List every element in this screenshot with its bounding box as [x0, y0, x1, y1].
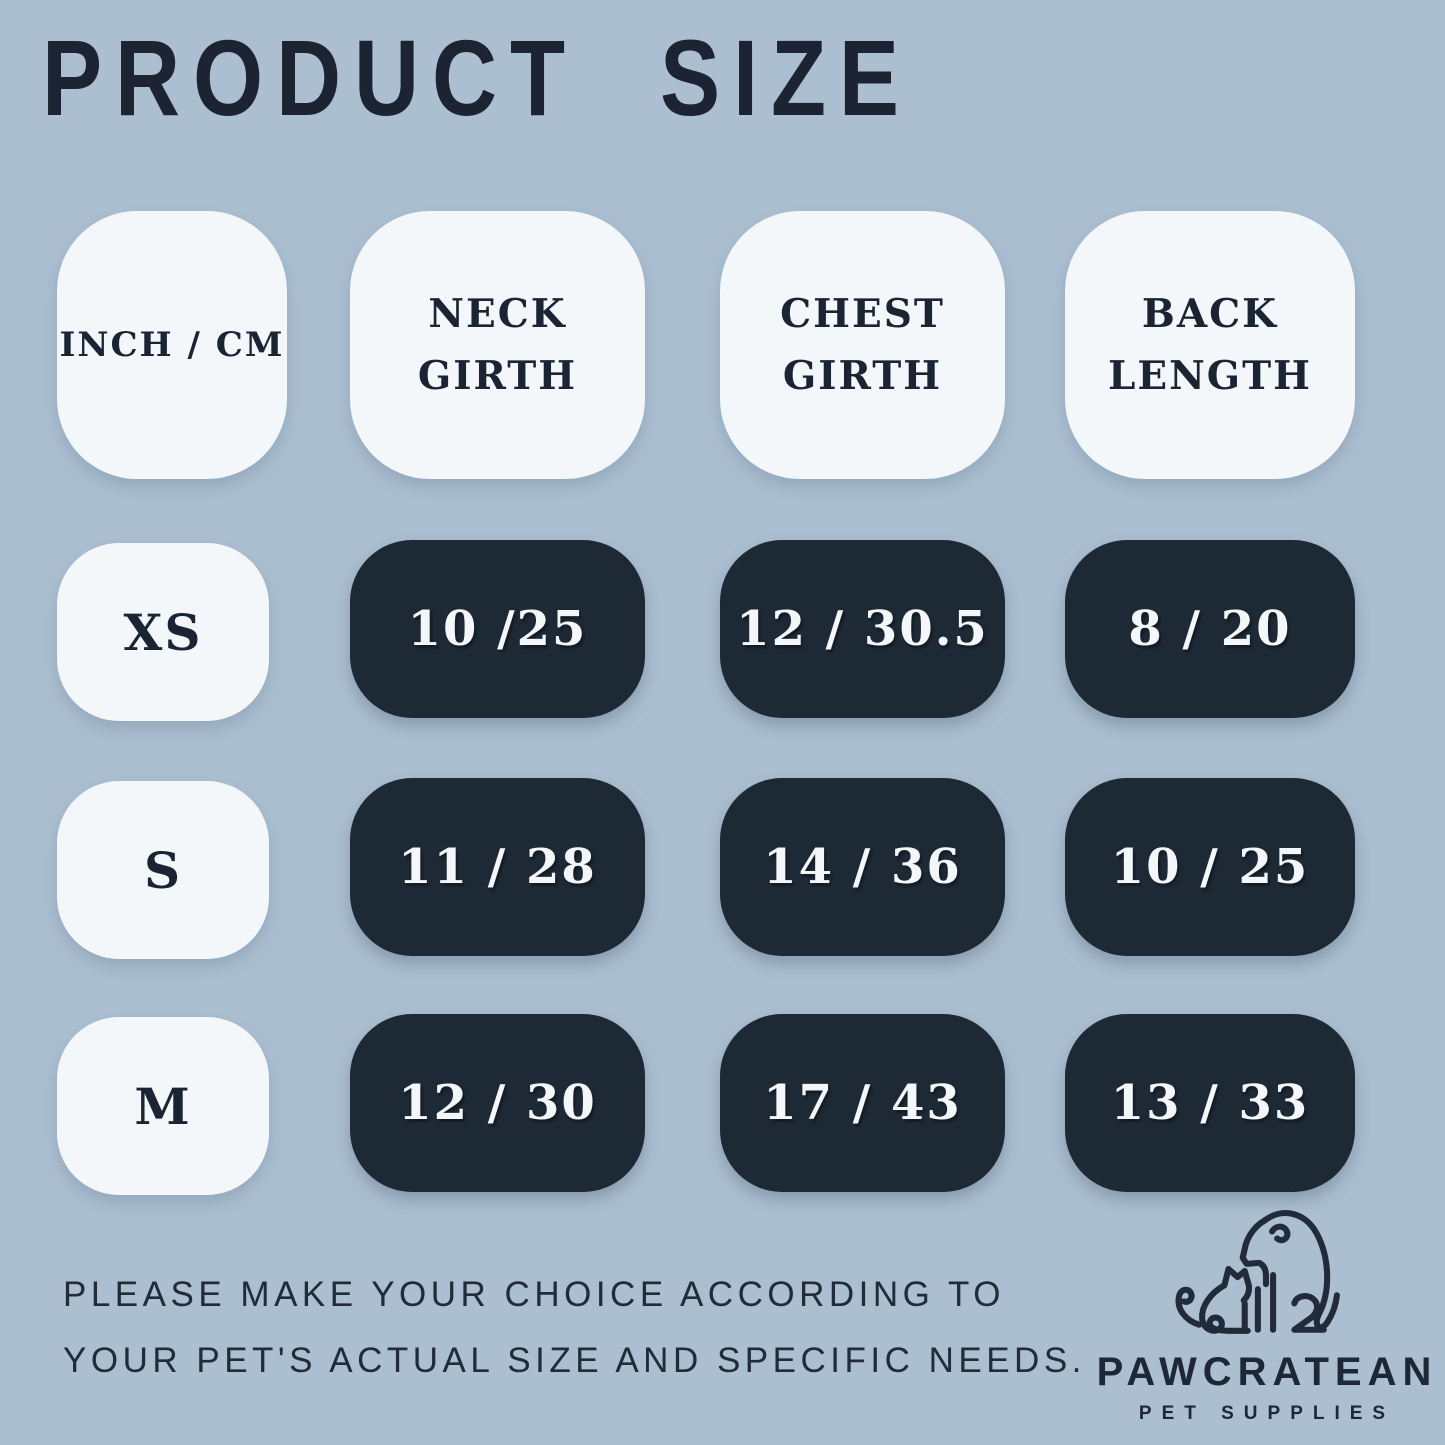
s-chest-girth-value: 14 / 36: [763, 839, 962, 895]
size-table: INCH / CM NECK GIRTH CHEST GIRTH BACK LE…: [57, 211, 1355, 1195]
s-back-length-cell: 10 / 25: [1065, 778, 1355, 956]
s-chest-girth-cell: 14 / 36: [720, 778, 1005, 956]
page-title: PRODUCT SIZE: [42, 17, 912, 139]
xs-neck-girth-value: 10 /25: [407, 601, 588, 657]
xs-chest-girth-value: 12 / 30.5: [736, 601, 989, 657]
table-row-s: S 11 / 28 14 / 36 10 / 25: [57, 778, 1355, 959]
xs-back-length-value: 8 / 20: [1128, 601, 1292, 657]
dog-and-cat-line-icon: [1175, 1210, 1340, 1334]
footer-note-line1: PLEASE MAKE YOUR CHOICE ACCORDING TO: [63, 1275, 1005, 1314]
brand-tagline: PET SUPPLIES: [1138, 1403, 1396, 1424]
table-row-m: M 12 / 30 17 / 43 13 / 33: [57, 1014, 1355, 1195]
neck-girth-header-label: NECK GIRTH: [417, 290, 578, 399]
size-label-xs-text: XS: [123, 602, 203, 662]
m-back-length-cell: 13 / 33: [1065, 1014, 1355, 1192]
footer-note-line2: YOUR PET'S ACTUAL SIZE AND SPECIFIC NEED…: [63, 1341, 1086, 1380]
size-label-s-text: S: [143, 840, 183, 900]
m-neck-girth-value: 12 / 30: [398, 1075, 597, 1131]
brand-name: PAWCRATEAN: [1096, 1350, 1438, 1394]
s-neck-girth-cell: 11 / 28: [350, 778, 645, 956]
xs-chest-girth-cell: 12 / 30.5: [720, 540, 1005, 718]
s-neck-girth-value: 11 / 28: [398, 839, 597, 895]
m-chest-girth-value: 17 / 43: [763, 1075, 962, 1131]
size-label-xs: XS: [57, 543, 269, 721]
xs-back-length-cell: 8 / 20: [1065, 540, 1355, 718]
footer-note: PLEASE MAKE YOUR CHOICE ACCORDING TO YOU…: [63, 1262, 1086, 1394]
chest-girth-header-label: CHEST GIRTH: [780, 290, 945, 399]
unit-header-cell: INCH / CM: [57, 211, 287, 479]
chest-girth-header-cell: CHEST GIRTH: [720, 211, 1005, 479]
size-label-s: S: [57, 781, 269, 959]
m-back-length-value: 13 / 33: [1110, 1075, 1310, 1131]
back-length-header-label: BACK LENGTH: [1108, 290, 1312, 399]
table-header-row: INCH / CM NECK GIRTH CHEST GIRTH BACK LE…: [57, 211, 1355, 479]
size-label-m-text: M: [134, 1076, 192, 1136]
neck-girth-header-cell: NECK GIRTH: [350, 211, 645, 479]
back-length-header-cell: BACK LENGTH: [1065, 211, 1355, 479]
size-label-m: M: [57, 1017, 269, 1195]
m-chest-girth-cell: 17 / 43: [720, 1014, 1005, 1192]
m-neck-girth-cell: 12 / 30: [350, 1014, 645, 1192]
table-row-xs: XS 10 /25 12 / 30.5 8 / 20: [57, 540, 1355, 721]
xs-neck-girth-cell: 10 /25: [350, 540, 645, 718]
unit-label: INCH / CM: [59, 325, 285, 365]
s-back-length-value: 10 / 25: [1110, 839, 1310, 895]
brand-logo: PAWCRATEAN PET SUPPLIES: [1092, 1196, 1442, 1425]
